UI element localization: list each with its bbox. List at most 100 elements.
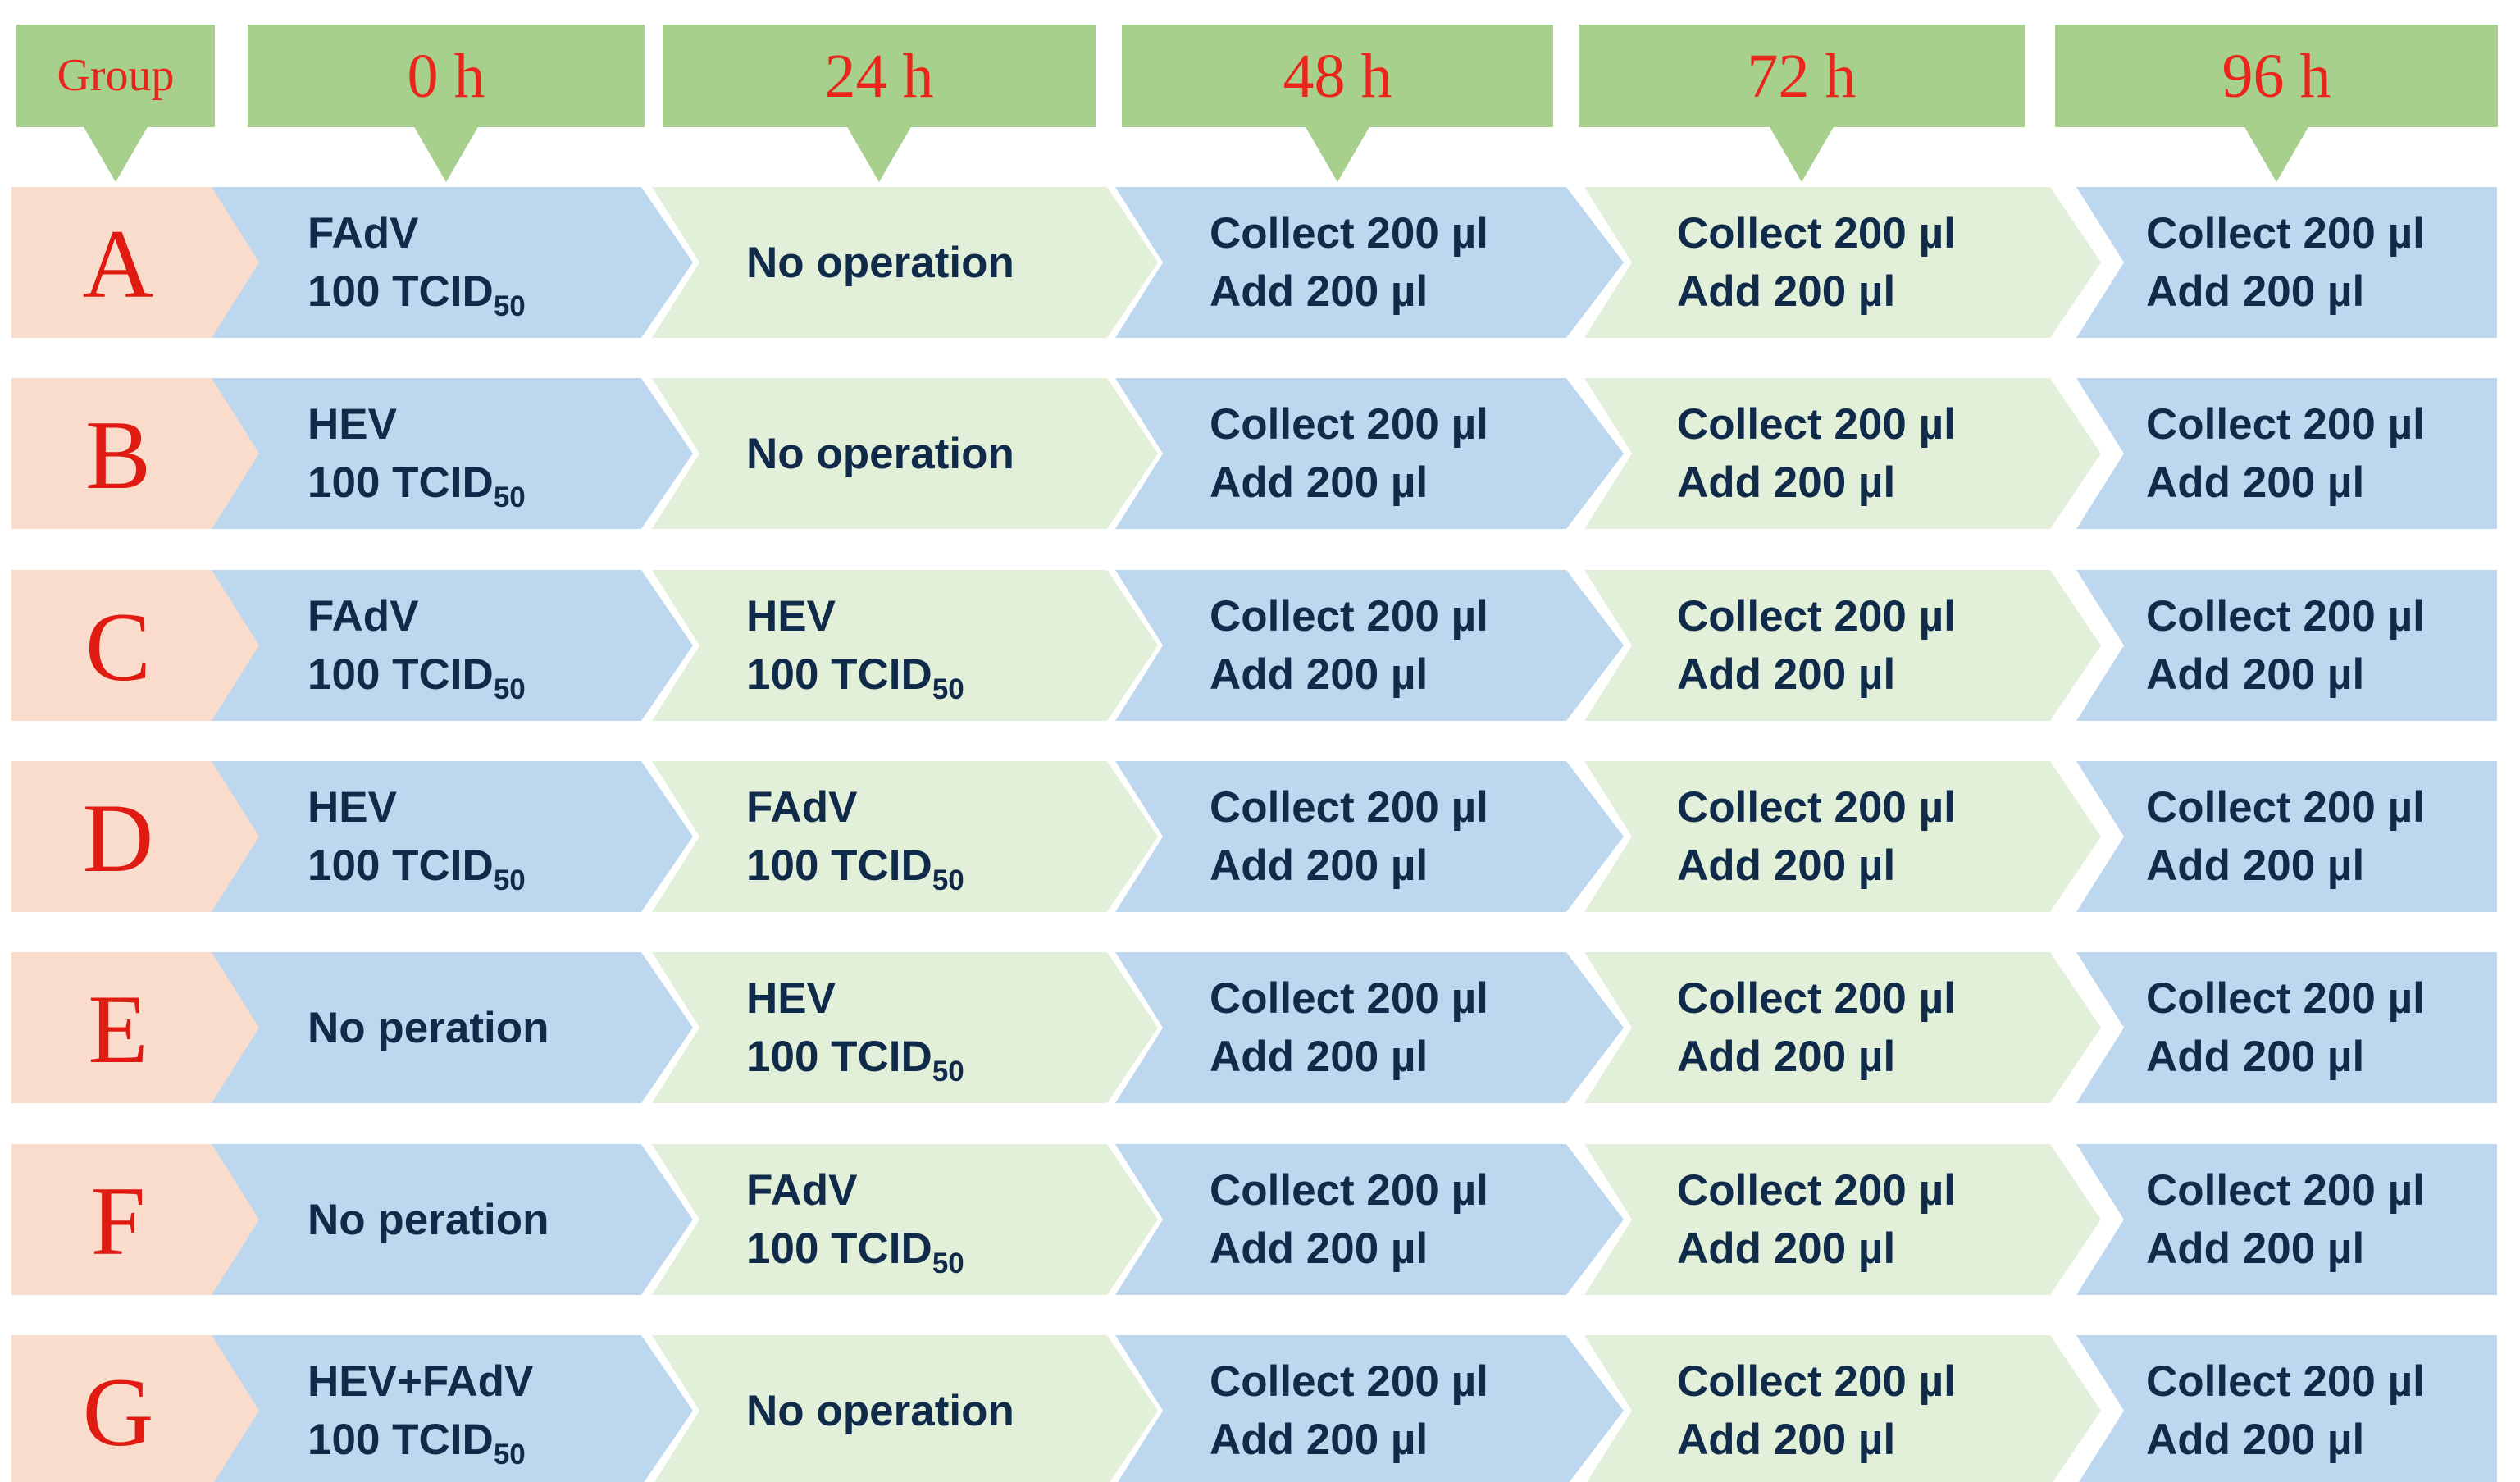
group-chevron xyxy=(11,1335,272,1482)
step-text: No peration xyxy=(308,1004,549,1052)
step-text: No operation xyxy=(746,1387,1014,1435)
step-text: Add 200 µl xyxy=(1210,1224,1428,1273)
step-text: Collect 200 µl xyxy=(1677,783,1956,832)
step-chevron xyxy=(1115,1144,1624,1295)
header-24h: 24 h xyxy=(663,25,1096,182)
step-text: Collect 200 µl xyxy=(2146,400,2425,449)
header-box xyxy=(16,25,215,127)
row-g: G HEV+FAdV 100 TCID50 No operation Collect 2… xyxy=(11,1335,2497,1482)
step-text: 100 TCID50 xyxy=(308,267,526,322)
step-text: No operation xyxy=(746,239,1014,287)
step-text: FAdV xyxy=(308,592,418,641)
subscript: 50 xyxy=(494,864,526,896)
step-cell: Collect 200 µl Add 200 µl xyxy=(2076,952,2497,1103)
step-text: 100 TCID50 xyxy=(746,1224,964,1279)
group-rows: A FAdV 100 TCID50 No operation Collect 200 µ… xyxy=(11,187,2497,1482)
step-cell: FAdV 100 TCID50 xyxy=(652,1144,1158,1295)
header-0h: 0 h xyxy=(248,25,645,182)
header-label: 0 h xyxy=(408,42,485,111)
step-chevron xyxy=(212,378,693,529)
step-text: Collect 200 µl xyxy=(2146,592,2425,641)
step-text: 100 TCID50 xyxy=(746,650,964,705)
step-chevron xyxy=(1584,952,2101,1103)
group-chevron xyxy=(11,1144,272,1295)
step-cell: Collect 200 µl Add 200 µl xyxy=(1115,1144,1624,1295)
group-chevron xyxy=(11,952,272,1103)
header-box xyxy=(1122,25,1553,127)
step-text: Collect 200 µl xyxy=(2146,1166,2425,1215)
row-b: B HEV 100 TCID50 No operation Collect 200 µl… xyxy=(11,378,2497,529)
step-text: Collect 200 µl xyxy=(1677,592,1956,641)
subscript: 50 xyxy=(932,673,964,705)
step-chevron xyxy=(652,570,1158,721)
step-text: Add 200 µl xyxy=(1677,458,1895,507)
header-label: 48 h xyxy=(1283,42,1392,111)
step-chevron xyxy=(212,570,693,721)
step-cell: Collect 200 µl Add 200 µl xyxy=(1584,952,2101,1103)
step-text: HEV xyxy=(308,783,397,832)
step-chevron xyxy=(652,1335,1158,1482)
step-chevron xyxy=(2076,952,2497,1103)
step-cell: HEV 100 TCID50 xyxy=(212,378,693,529)
row-a: A FAdV 100 TCID50 No operation Collect 200 µ… xyxy=(11,187,2497,338)
step-text: HEV xyxy=(308,400,397,449)
step-chevron xyxy=(212,1144,693,1295)
header-label: Group xyxy=(57,50,174,101)
group-label: F xyxy=(91,1166,146,1275)
step-chevron xyxy=(2076,378,2497,529)
step-cell: HEV 100 TCID50 xyxy=(652,570,1158,721)
step-chevron xyxy=(1115,570,1624,721)
group-label: E xyxy=(88,974,148,1083)
step-cell: Collect 200 µl Add 200 µl xyxy=(1584,378,2101,529)
step-cell: Collect 200 µl Add 200 µl xyxy=(1115,570,1624,721)
subscript: 50 xyxy=(494,1439,526,1471)
down-arrow-icon xyxy=(846,125,912,182)
row-c: C FAdV 100 TCID50 HEV 100 TCID50 Collect 200 … xyxy=(11,570,2497,721)
step-cell: Collect 200 µl Add 200 µl xyxy=(2076,187,2497,338)
step-text: Add 200 µl xyxy=(1677,1224,1895,1273)
step-text: 100 TCID50 xyxy=(308,1416,526,1471)
step-chevron xyxy=(2076,1144,2497,1295)
step-chevron xyxy=(1115,761,1624,912)
step-text: FAdV xyxy=(746,1166,857,1215)
step-chevron xyxy=(1115,952,1624,1103)
step-text: Collect 200 µl xyxy=(1677,400,1956,449)
step-cell: Collect 200 µl Add 200 µl xyxy=(2076,1335,2497,1482)
step-chevron xyxy=(1115,1335,1624,1482)
step-text: Collect 200 µl xyxy=(2146,974,2425,1023)
step-text: Collect 200 µl xyxy=(1210,1166,1488,1215)
subscript: 50 xyxy=(494,673,526,705)
step-cell: No operation xyxy=(652,187,1158,338)
step-text: FAdV xyxy=(746,783,857,832)
step-text: Add 200 µl xyxy=(2146,1033,2364,1081)
step-text: Collect 200 µl xyxy=(1210,783,1488,832)
step-cell: Collect 200 µl Add 200 µl xyxy=(1115,378,1624,529)
header-box xyxy=(1579,25,2025,127)
group-chevron xyxy=(11,570,272,721)
down-arrow-icon xyxy=(2244,125,2309,182)
step-chevron xyxy=(652,187,1158,338)
step-text: 100 TCID50 xyxy=(308,841,526,896)
group-chevron xyxy=(11,378,272,529)
subscript: 50 xyxy=(932,1056,964,1088)
step-text: Add 200 µl xyxy=(2146,1224,2364,1273)
step-chevron xyxy=(212,952,693,1103)
header-label: 72 h xyxy=(1748,42,1857,111)
step-cell: Collect 200 µl Add 200 µl xyxy=(2076,570,2497,721)
step-text: Add 200 µl xyxy=(1677,267,1895,316)
step-text: Collect 200 µl xyxy=(1210,209,1488,258)
subscript: 50 xyxy=(932,1247,964,1279)
down-arrow-icon xyxy=(83,125,148,182)
step-cell: Collect 200 µl Add 200 µl xyxy=(1584,1335,2101,1482)
step-text: Collect 200 µl xyxy=(1677,1166,1956,1215)
step-cell: No peration xyxy=(212,1144,693,1295)
step-text: 100 TCID50 xyxy=(746,841,964,896)
group-label: G xyxy=(83,1357,154,1466)
step-text: 100 TCID50 xyxy=(308,650,526,705)
step-cell: FAdV 100 TCID50 xyxy=(212,570,693,721)
step-cell: Collect 200 µl Add 200 µl xyxy=(1584,761,2101,912)
step-text: Add 200 µl xyxy=(1677,650,1895,699)
header-box xyxy=(2055,25,2498,127)
time-headers: Group 0 h 24 h 48 h 72 h 96 h xyxy=(16,25,2498,182)
